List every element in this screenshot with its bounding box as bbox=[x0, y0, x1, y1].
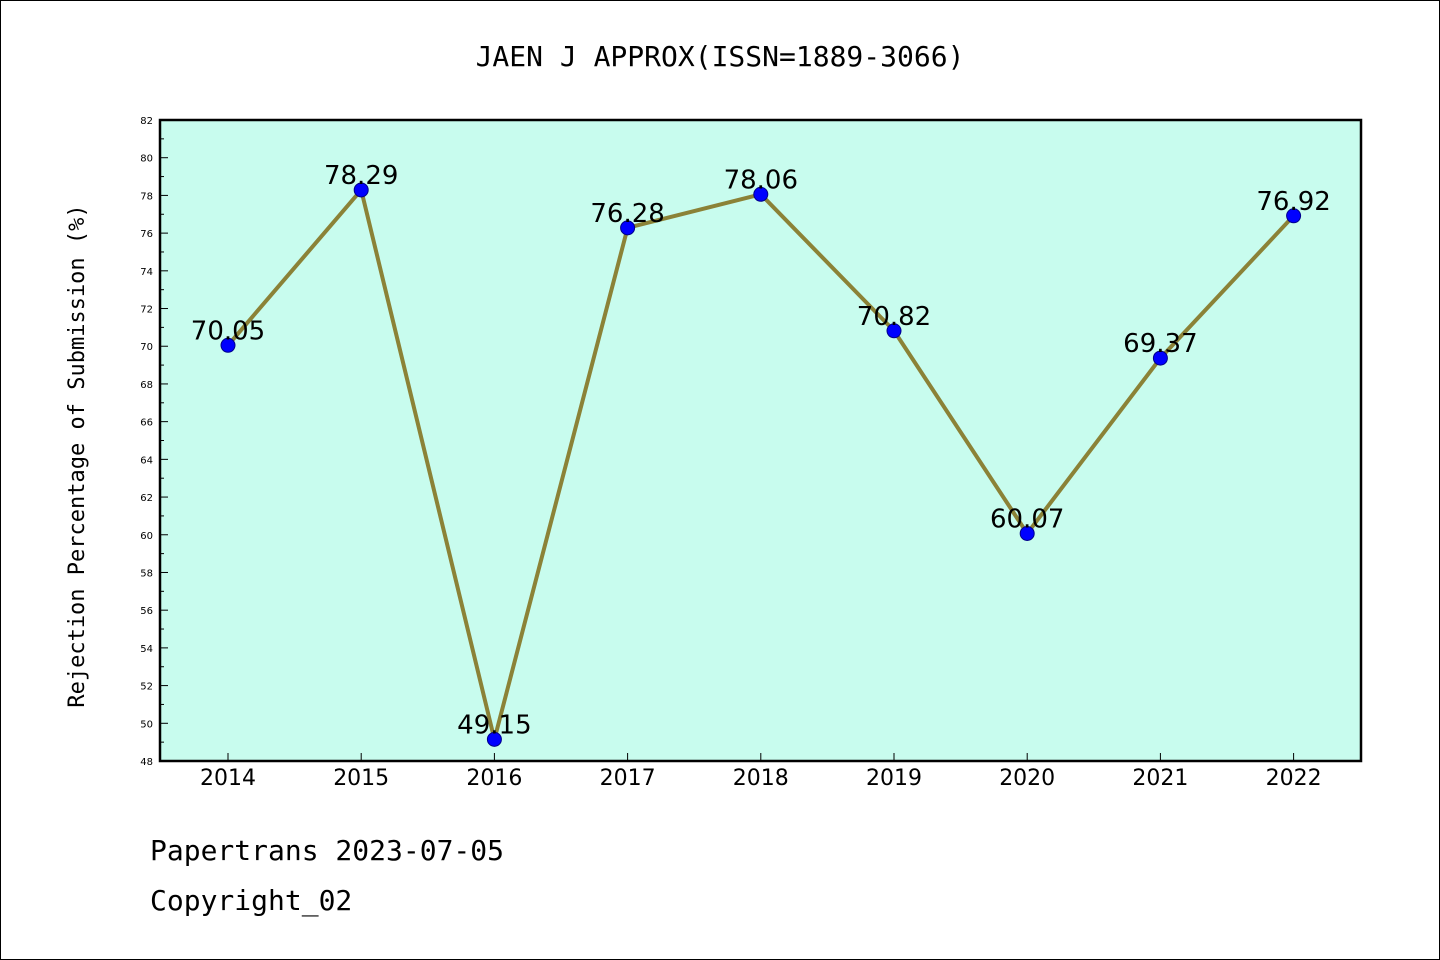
data-point bbox=[1286, 208, 1302, 224]
y-tick-label: 64 bbox=[140, 455, 153, 466]
data-point bbox=[753, 186, 769, 202]
x-tick-label: 2016 bbox=[466, 766, 522, 791]
x-axis-ticks bbox=[227, 753, 1295, 761]
y-tick-label: 80 bbox=[140, 154, 153, 165]
data-point bbox=[486, 731, 502, 747]
footer-copyright: Copyright_02 bbox=[150, 884, 353, 917]
data-label: 78.06 bbox=[724, 165, 798, 195]
x-axis-tick-labels: 2014 2015 2016 2017 2018 2019 2020 2021 2022 bbox=[200, 766, 1322, 791]
data-label: 76.28 bbox=[590, 199, 664, 229]
data-label: 70.82 bbox=[857, 302, 931, 332]
data-point bbox=[886, 323, 902, 339]
y-tick-label: 50 bbox=[140, 719, 153, 730]
y-tick-label: 48 bbox=[140, 757, 153, 768]
y-tick-label: 60 bbox=[140, 531, 153, 542]
y-tick-label: 52 bbox=[140, 682, 153, 693]
y-tick-label: 54 bbox=[140, 644, 153, 655]
y-tick-label: 82 bbox=[140, 116, 153, 127]
footer-source: Papertrans 2023-07-05 bbox=[150, 834, 505, 867]
data-point bbox=[353, 182, 369, 198]
data-label: 76.92 bbox=[1256, 187, 1330, 217]
y-axis-label: Rejection Percentage of Submission (%) bbox=[65, 204, 90, 707]
x-tick-label: 2021 bbox=[1132, 766, 1188, 791]
y-tick-label: 72 bbox=[140, 305, 153, 316]
x-tick-label: 2018 bbox=[733, 766, 789, 791]
y-tick-label: 70 bbox=[140, 342, 153, 353]
y-tick-label: 58 bbox=[140, 568, 153, 579]
x-tick-label: 2017 bbox=[600, 766, 656, 791]
series-markers bbox=[220, 182, 1302, 747]
data-label: 78.29 bbox=[324, 161, 398, 191]
data-label: 70.05 bbox=[191, 316, 265, 346]
y-tick-label: 66 bbox=[140, 418, 153, 429]
data-label: 60.07 bbox=[990, 504, 1064, 534]
y-tick-label: 68 bbox=[140, 380, 153, 391]
x-tick-label: 2022 bbox=[1266, 766, 1322, 791]
y-tick-label: 74 bbox=[140, 267, 153, 278]
y-tick-label: 76 bbox=[140, 229, 153, 240]
data-label: 49.15 bbox=[457, 710, 531, 740]
chart-title: JAEN J APPROX(ISSN=1889-3066) bbox=[476, 40, 965, 73]
y-tick-label: 78 bbox=[140, 191, 153, 202]
x-tick-label: 2014 bbox=[200, 766, 256, 791]
x-tick-label: 2015 bbox=[333, 766, 389, 791]
data-point bbox=[220, 337, 236, 353]
data-point bbox=[1152, 350, 1168, 366]
data-point bbox=[1019, 525, 1035, 541]
plot-border bbox=[158, 118, 1363, 763]
y-tick-label: 62 bbox=[140, 493, 153, 504]
x-tick-label: 2020 bbox=[999, 766, 1055, 791]
plot-area bbox=[160, 120, 1361, 761]
data-point bbox=[620, 220, 636, 236]
y-tick-label: 56 bbox=[140, 606, 153, 617]
data-label: 69.37 bbox=[1123, 329, 1197, 359]
y-axis-tick-labels: 48 50 52 54 56 58 60 62 64 66 68 70 72 74 76 78 80 82 bbox=[140, 116, 153, 768]
x-tick-label: 2019 bbox=[866, 766, 922, 791]
data-labels: 70.05 78.29 49.15 76.28 78.06 70.82 60.07 69.37… bbox=[191, 161, 1331, 740]
